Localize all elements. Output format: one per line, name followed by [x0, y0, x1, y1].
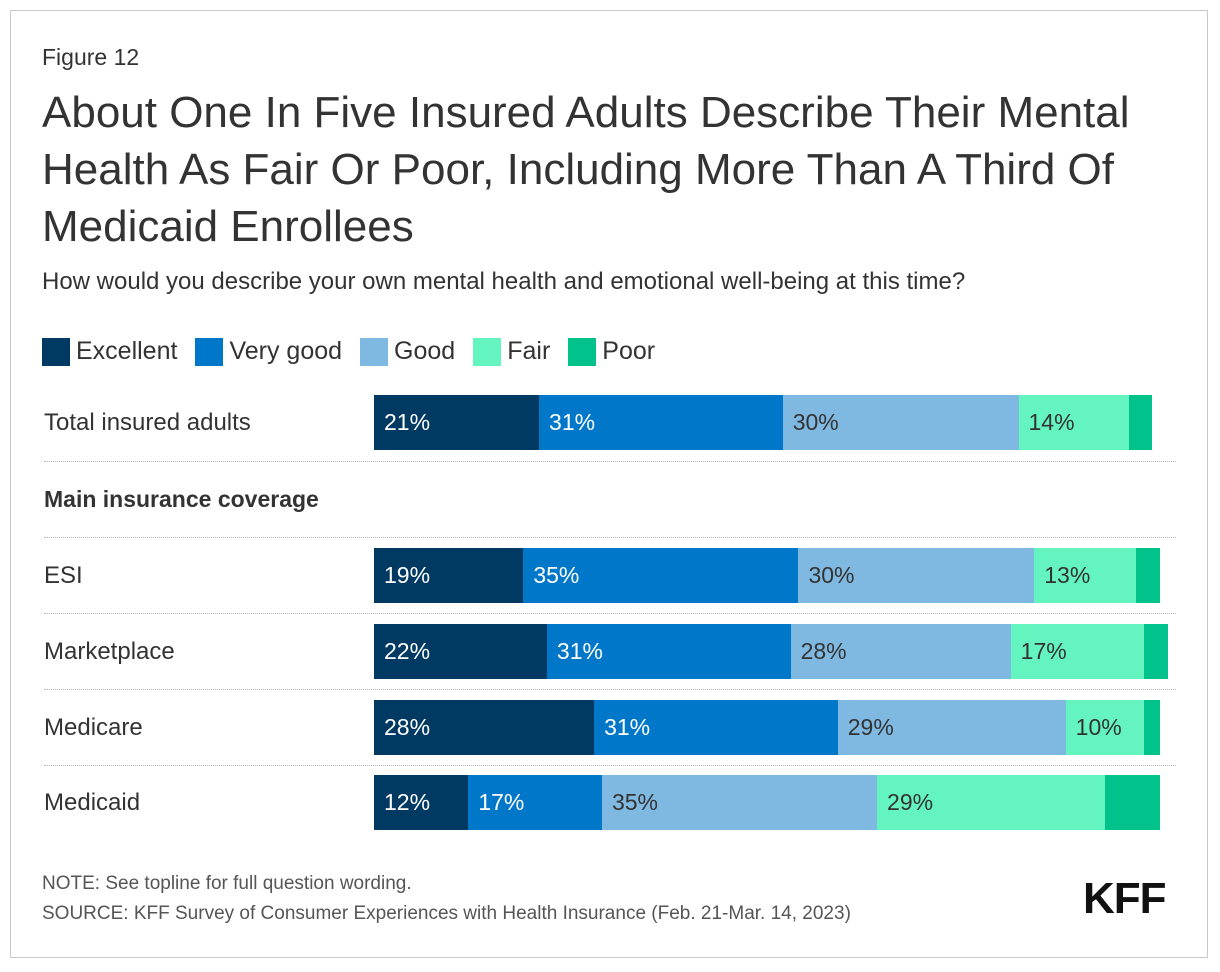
data-label: 35% — [533, 562, 580, 588]
legend: Excellent Very good Good Fair Poor — [42, 337, 673, 366]
data-label: 21% — [384, 409, 431, 435]
data-label: 29% — [847, 714, 894, 740]
bar-segment-total-insured-adults-very-good: 31% — [539, 395, 783, 450]
bar-segment-medicare-good: 29% — [837, 700, 1066, 755]
data-label: 12% — [384, 789, 431, 815]
bar-segment-medicaid-fair: 29% — [877, 775, 1105, 830]
row-label-esi: ESI — [44, 562, 83, 589]
legend-swatch-excellent — [42, 337, 70, 366]
bar-segment-esi-very-good: 35% — [523, 548, 799, 603]
bar-segment-total-insured-adults-poor — [1128, 395, 1153, 450]
note-text: NOTE: See topline for full question word… — [42, 873, 412, 894]
legend-item-excellent: Excellent — [42, 337, 177, 366]
legend-label-good: Good — [394, 337, 456, 365]
row-divider — [44, 461, 1176, 462]
chart-title: About One In Five Insured Adults Describ… — [42, 88, 1130, 251]
row-divider — [44, 689, 1176, 690]
bar-segment-total-insured-adults-good: 30% — [782, 395, 1019, 450]
legend-swatch-very-good — [195, 337, 224, 366]
row-label-marketplace: Marketplace — [44, 638, 175, 665]
data-label: 17% — [478, 789, 525, 815]
bar-segment-medicaid-very-good: 17% — [468, 775, 602, 830]
figure-label: Figure 12 — [42, 44, 140, 70]
row-divider — [44, 613, 1176, 614]
chart-subtitle: How would you describe your own mental h… — [42, 268, 966, 295]
legend-label-excellent: Excellent — [76, 337, 178, 365]
row-divider — [44, 765, 1176, 766]
legend-item-poor: Poor — [568, 337, 655, 366]
bar-segment-medicaid-excellent: 12% — [374, 775, 469, 830]
bar-segment-esi-good: 30% — [798, 548, 1035, 603]
data-label: 14% — [1028, 409, 1075, 435]
legend-item-very-good: Very good — [195, 337, 342, 366]
section-label-main-insurance-coverage: Main insurance coverage — [44, 486, 319, 512]
legend-label-very-good: Very good — [229, 337, 343, 365]
bar-segment-total-insured-adults-excellent: 21% — [374, 395, 540, 450]
data-label: 30% — [808, 562, 855, 588]
data-label: 19% — [384, 562, 431, 588]
data-label: 29% — [887, 789, 934, 815]
bar-segment-esi-excellent: 19% — [374, 548, 524, 603]
row-divider — [44, 537, 1176, 538]
row-label-medicare: Medicare — [44, 714, 143, 741]
bar-segment-marketplace-excellent: 22% — [374, 624, 547, 679]
data-label: 28% — [384, 714, 431, 740]
data-label: 28% — [800, 638, 847, 664]
bar-segment-medicare-very-good: 31% — [594, 700, 838, 755]
bar-segment-esi-poor — [1136, 548, 1160, 603]
bar-segment-medicare-poor — [1144, 700, 1160, 755]
legend-item-good: Good — [360, 337, 455, 366]
source-text: SOURCE: KFF Survey of Consumer Experienc… — [42, 903, 851, 924]
legend-swatch-good — [360, 337, 389, 366]
legend-label-fair: Fair — [507, 337, 551, 365]
data-label: 31% — [549, 409, 596, 435]
data-label: 35% — [611, 789, 658, 815]
legend-swatch-poor — [568, 337, 597, 366]
bar-segment-medicare-fair: 10% — [1065, 700, 1145, 755]
bar-segment-marketplace-poor — [1144, 624, 1168, 679]
data-label: 17% — [1020, 638, 1067, 664]
bar-segment-total-insured-adults-fair: 14% — [1018, 395, 1129, 450]
kff-logo: KFF — [1083, 874, 1167, 923]
bar-segment-medicare-excellent: 28% — [374, 700, 595, 755]
bar-segment-medicaid-poor — [1104, 775, 1160, 830]
bar-segment-marketplace-fair: 17% — [1010, 624, 1145, 679]
data-label: 13% — [1044, 562, 1091, 588]
row-label-total-insured-adults: Total insured adults — [44, 409, 251, 436]
legend-item-fair: Fair — [473, 337, 550, 366]
data-label: 22% — [384, 638, 431, 664]
legend-label-poor: Poor — [602, 337, 656, 365]
data-label: 30% — [792, 409, 839, 435]
data-label: 31% — [556, 638, 603, 664]
data-label: 10% — [1075, 714, 1122, 740]
bar-segment-marketplace-good: 28% — [790, 624, 1011, 679]
row-label-medicaid: Medicaid — [44, 789, 141, 816]
bar-segment-marketplace-very-good: 31% — [546, 624, 791, 679]
data-label: 31% — [604, 714, 651, 740]
legend-swatch-fair — [473, 337, 502, 366]
bar-segment-medicaid-good: 35% — [601, 775, 878, 830]
bar-segment-esi-fair: 13% — [1034, 548, 1137, 603]
